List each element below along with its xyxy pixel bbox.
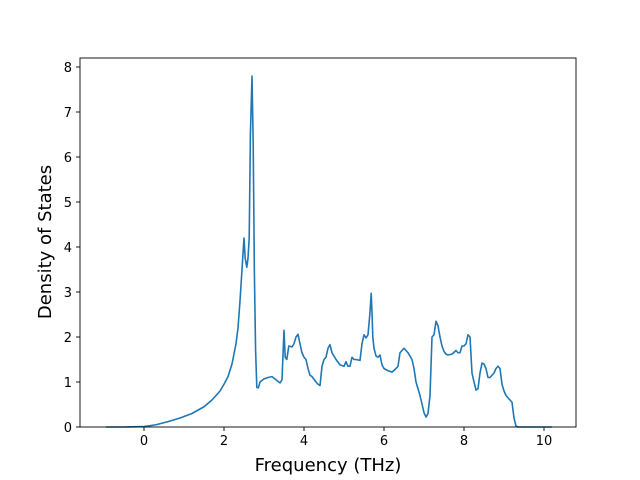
y-tick-label: 0 <box>64 421 72 436</box>
x-tick-label: 2 <box>220 434 228 449</box>
x-tick-label: 4 <box>300 434 308 449</box>
y-tick-label: 7 <box>64 106 72 121</box>
y-axis-label: Density of States <box>35 165 56 319</box>
y-tick-label: 4 <box>64 241 72 256</box>
x-tick-label: 6 <box>380 434 388 449</box>
y-tick-label: 3 <box>64 286 72 301</box>
plot-area-frame <box>79 57 577 428</box>
y-tick-label: 2 <box>64 331 72 346</box>
x-tick-label: 8 <box>460 434 468 449</box>
dos-series-line <box>106 75 552 428</box>
y-tick-label: 5 <box>64 196 72 211</box>
x-tick-label: 0 <box>140 434 148 449</box>
x-tick-label: 10 <box>536 434 553 449</box>
x-axis-label: Frequency (THz) <box>255 455 402 476</box>
y-tick-label: 8 <box>64 61 72 76</box>
y-tick-label: 6 <box>64 151 72 166</box>
y-tick-label: 1 <box>64 376 72 391</box>
tick-group: 0 2 4 6 8 10 0 1 2 3 4 5 6 7 8 <box>64 61 553 449</box>
